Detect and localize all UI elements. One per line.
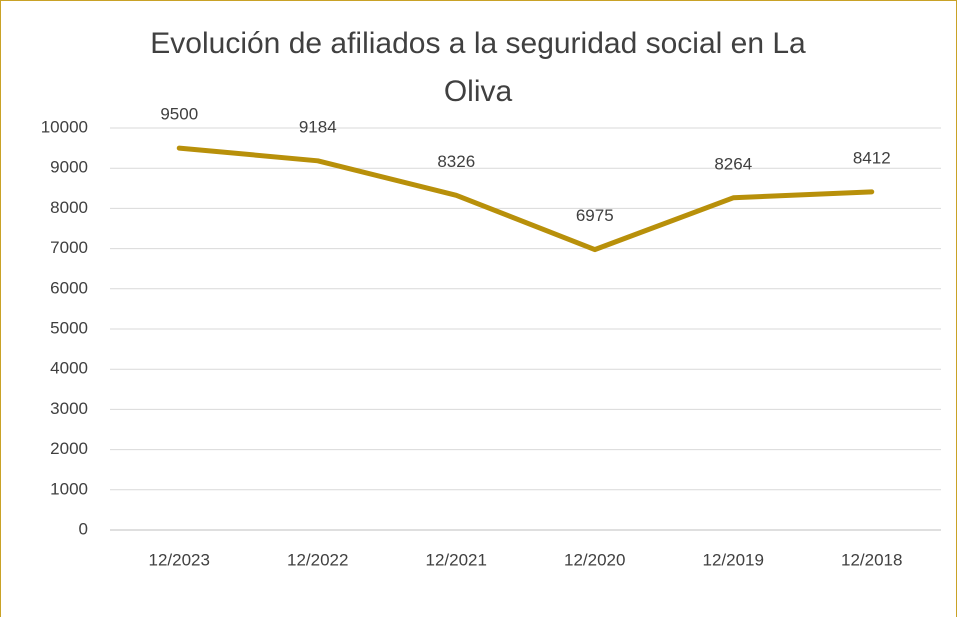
chart-title: Evolución de afiliados a la seguridad so… xyxy=(150,27,806,108)
y-tick-label: 3000 xyxy=(50,399,88,418)
data-label: 8326 xyxy=(437,152,475,171)
x-tick-label: 12/2020 xyxy=(564,550,625,569)
data-label: 8412 xyxy=(853,148,891,167)
x-tick-label: 12/2019 xyxy=(703,550,764,569)
data-label: 9500 xyxy=(160,105,198,124)
line xyxy=(176,145,875,253)
x-tick-label: 12/2023 xyxy=(149,550,210,569)
y-tick-label: 4000 xyxy=(50,359,88,378)
y-tick-label: 8000 xyxy=(50,198,88,217)
y-tick-label: 0 xyxy=(79,519,88,538)
x-tick-label: 12/2018 xyxy=(841,550,902,569)
y-tick-label: 10000 xyxy=(41,117,88,136)
data-label: 6975 xyxy=(576,206,614,225)
x-tick-label: 12/2022 xyxy=(287,550,348,569)
y-tick-label: 7000 xyxy=(50,238,88,257)
data-label: 8264 xyxy=(714,154,752,173)
y-tick-label: 9000 xyxy=(50,158,88,177)
y-tick-label: 2000 xyxy=(50,439,88,458)
y-tick-label: 1000 xyxy=(50,479,88,498)
y-tick-label: 6000 xyxy=(50,278,88,297)
data-label: 9184 xyxy=(299,117,337,136)
y-tick-label: 5000 xyxy=(50,318,88,337)
x-tick-label: 12/2021 xyxy=(426,550,487,569)
